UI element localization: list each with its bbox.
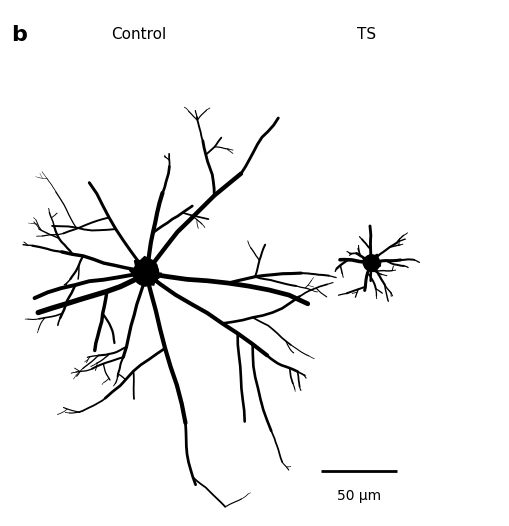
Circle shape bbox=[133, 260, 158, 286]
Circle shape bbox=[363, 255, 379, 271]
Text: TS: TS bbox=[356, 27, 376, 42]
Text: 50 μm: 50 μm bbox=[336, 489, 380, 503]
Polygon shape bbox=[129, 257, 161, 286]
Text: b: b bbox=[12, 25, 27, 45]
Polygon shape bbox=[362, 254, 380, 271]
Text: Control: Control bbox=[110, 27, 165, 42]
